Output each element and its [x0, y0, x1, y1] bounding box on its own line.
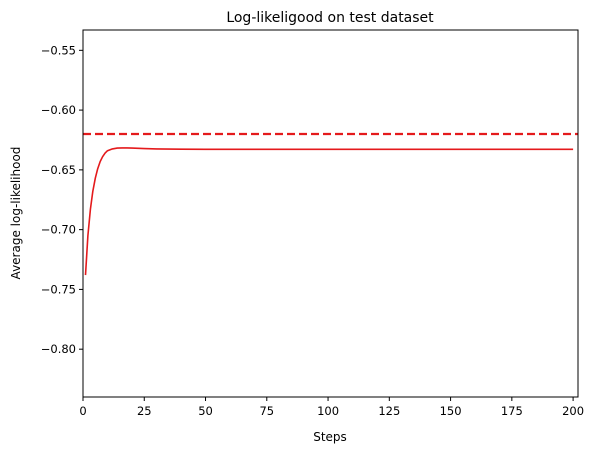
- x-tick-label: 150: [440, 404, 462, 418]
- x-tick-label: 75: [259, 404, 274, 418]
- x-axis-label: Steps: [313, 430, 347, 444]
- y-tick-label: −0.70: [41, 223, 76, 237]
- y-tick-label: −0.55: [41, 43, 76, 57]
- x-tick-label: 125: [378, 404, 400, 418]
- y-tick-label: −0.65: [41, 163, 76, 177]
- y-tick-label: −0.80: [41, 342, 76, 356]
- x-tick-label: 50: [198, 404, 213, 418]
- x-tick-label: 200: [562, 404, 584, 418]
- y-tick-label: −0.75: [41, 282, 76, 296]
- y-axis-ticks: −0.80 −0.75 −0.70 −0.65 −0.60 −0.55: [41, 43, 83, 356]
- y-tick-label: −0.60: [41, 103, 76, 117]
- plot-area: [83, 132, 578, 276]
- chart-title: Log-likeligood on test dataset: [226, 10, 434, 26]
- x-tick-label: 0: [79, 404, 86, 418]
- x-tick-label: 100: [317, 404, 339, 418]
- x-tick-label: 25: [137, 404, 152, 418]
- y-axis-label: Average log-likelihood: [9, 147, 23, 280]
- series-line: [84, 147, 574, 276]
- x-tick-label: 175: [501, 404, 523, 418]
- plot-frame: [82, 29, 579, 398]
- x-axis-ticks: 0 25 50 75 100 125 150 175 200: [79, 397, 584, 418]
